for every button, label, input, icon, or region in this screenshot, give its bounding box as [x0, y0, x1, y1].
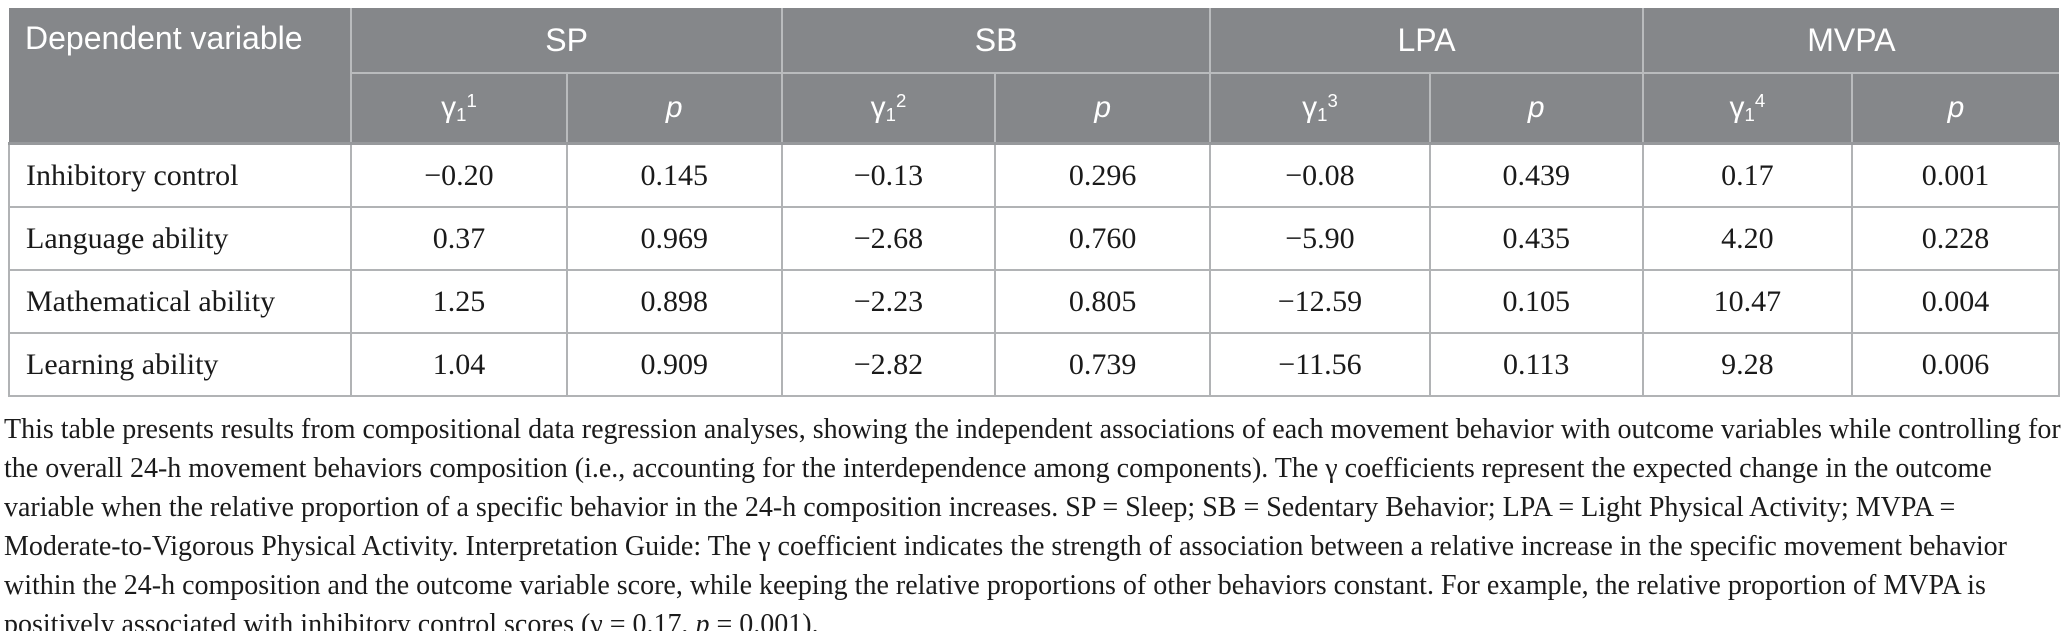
cell-sp-gamma: 1.25 — [350, 269, 568, 334]
row-label: Learning ability — [7, 332, 353, 397]
subheader-gamma-lpa: γ13 — [1209, 72, 1431, 145]
corner-header-dependent-variable: Dependent variable — [9, 8, 353, 145]
cell-sb-p: 0.296 — [994, 142, 1212, 208]
cell-mvpa-gamma: 10.47 — [1641, 269, 1853, 334]
header-group-row: Dependent variable SP SB LPA MVPA — [9, 8, 2059, 145]
cell-lpa-gamma: −11.56 — [1209, 332, 1431, 397]
cell-sb-gamma: −0.13 — [780, 142, 997, 208]
header-sub-row: γ11 p γ12 p γ13 p γ14 p — [9, 72, 2059, 145]
table-row-language-ability: Language ability 0.37 0.969 −2.68 0.760 … — [7, 206, 2061, 271]
gamma-superscript: 2 — [895, 90, 907, 112]
cell-lpa-p: 0.439 — [1428, 142, 1644, 208]
cell-lpa-gamma: −12.59 — [1209, 269, 1431, 334]
group-header-mvpa: MVPA — [1641, 8, 2059, 74]
cell-mvpa-p: 0.006 — [1850, 332, 2061, 397]
subheader-gamma-sb: γ12 — [780, 72, 997, 145]
subheader-p-sp: p — [565, 72, 783, 145]
cell-sb-gamma: −2.68 — [780, 206, 997, 271]
gamma-subscript: 1 — [1317, 103, 1328, 125]
cell-mvpa-p: 0.001 — [1850, 142, 2061, 208]
group-header-sp: SP — [350, 8, 783, 74]
cell-lpa-p: 0.105 — [1428, 269, 1644, 334]
results-table: Dependent variable SP SB LPA MVPA γ11 p … — [7, 8, 2061, 397]
subheader-gamma-sp: γ11 — [351, 72, 568, 145]
table-footnote: This table presents results from composi… — [4, 410, 2064, 631]
footnote-text: This table presents results from composi… — [4, 414, 2061, 631]
cell-sp-p: 0.969 — [565, 206, 783, 271]
gamma-subscript: 1 — [885, 103, 896, 125]
cell-lpa-p: 0.435 — [1428, 206, 1644, 271]
gamma-superscript: 1 — [466, 90, 477, 112]
table-body: Inhibitory control −0.20 0.145 −0.13 0.2… — [7, 142, 2061, 397]
cell-sb-gamma: −2.23 — [780, 269, 997, 334]
gamma-subscript: 1 — [1744, 103, 1755, 125]
row-label: Inhibitory control — [7, 142, 353, 208]
gamma-symbol: γ — [1729, 91, 1745, 125]
subheader-p-mvpa: p — [1850, 72, 2059, 145]
cell-mvpa-gamma: 4.20 — [1641, 206, 1853, 271]
gamma-symbol: γ — [1302, 91, 1318, 125]
cell-lpa-p: 0.113 — [1428, 332, 1644, 397]
table-row-learning-ability: Learning ability 1.04 0.909 −2.82 0.739 … — [7, 332, 2061, 397]
cell-sp-p: 0.145 — [565, 142, 783, 208]
gamma-superscript: 4 — [1754, 90, 1766, 112]
gamma-symbol: γ — [870, 91, 886, 125]
gamma-superscript: 3 — [1327, 90, 1338, 112]
cell-sp-gamma: −0.20 — [350, 142, 568, 208]
footnote-text: = 0.001). — [709, 609, 819, 631]
table-row-inhibitory-control: Inhibitory control −0.20 0.145 −0.13 0.2… — [7, 142, 2061, 208]
cell-sp-gamma: 0.37 — [350, 206, 568, 271]
cell-mvpa-gamma: 0.17 — [1641, 142, 1853, 208]
cell-sp-p: 0.909 — [565, 332, 783, 397]
cell-lpa-gamma: −0.08 — [1209, 142, 1431, 208]
group-header-lpa: LPA — [1209, 8, 1644, 74]
gamma-symbol: γ — [441, 91, 457, 125]
table-header: Dependent variable SP SB LPA MVPA γ11 p … — [9, 8, 2059, 145]
subheader-p-sb: p — [994, 72, 1212, 145]
cell-sb-p: 0.760 — [994, 206, 1212, 271]
cell-mvpa-gamma: 9.28 — [1641, 332, 1853, 397]
cell-lpa-gamma: −5.90 — [1209, 206, 1431, 271]
subheader-p-lpa: p — [1428, 72, 1644, 145]
cell-mvpa-p: 0.228 — [1850, 206, 2061, 271]
gamma-subscript: 1 — [456, 103, 467, 125]
group-header-sb: SB — [780, 8, 1212, 74]
cell-sb-p: 0.805 — [994, 269, 1212, 334]
table-row-mathematical-ability: Mathematical ability 1.25 0.898 −2.23 0.… — [7, 269, 2061, 334]
footnote-italic-p: p — [695, 609, 710, 631]
cell-sp-p: 0.898 — [565, 269, 783, 334]
cell-sb-gamma: −2.82 — [780, 332, 997, 397]
subheader-gamma-mvpa: γ14 — [1641, 72, 1853, 145]
cell-sp-gamma: 1.04 — [350, 332, 568, 397]
cell-mvpa-p: 0.004 — [1850, 269, 2061, 334]
cell-sb-p: 0.739 — [994, 332, 1212, 397]
row-label: Language ability — [7, 206, 353, 271]
row-label: Mathematical ability — [7, 269, 353, 334]
